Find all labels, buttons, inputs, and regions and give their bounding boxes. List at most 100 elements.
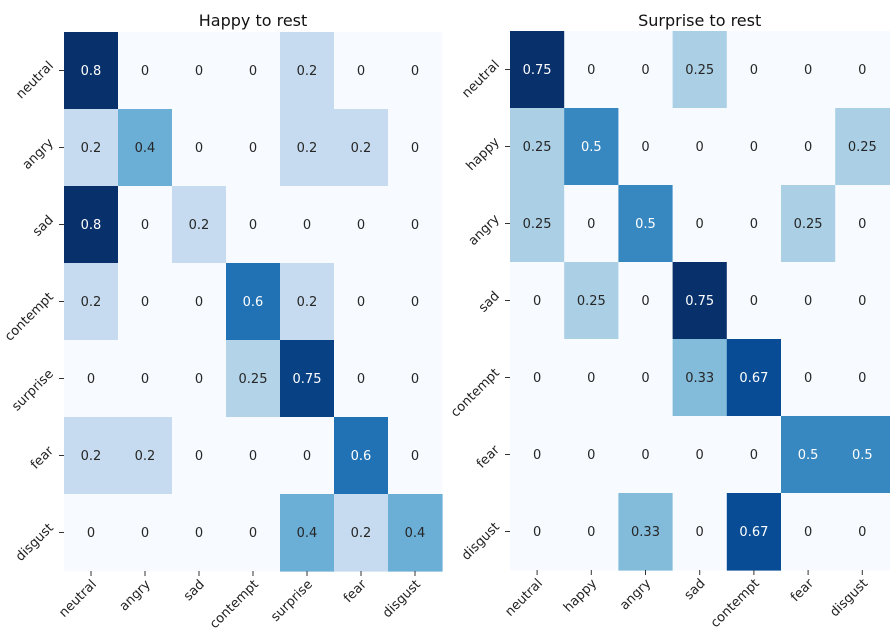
- cell-value-label: 0: [533, 448, 541, 463]
- cell-value-label: 0: [195, 449, 203, 464]
- cell-value-label: 0: [411, 64, 419, 79]
- cell-value-label: 0.2: [189, 218, 210, 233]
- heatmap-cell: [118, 263, 173, 341]
- cell-value-label: 0: [249, 64, 257, 79]
- cell-value-label: 0: [641, 371, 649, 386]
- heatmap-cell: [334, 417, 389, 495]
- cell-value-label: 0.2: [297, 141, 318, 156]
- y-tick-label: surprise: [9, 367, 57, 415]
- cell-value-label: 0: [141, 526, 149, 541]
- heatmap-cell: [618, 339, 674, 417]
- cell-value-label: 0: [804, 525, 812, 540]
- y-tick-label: fear: [28, 443, 57, 472]
- heatmap-cell: [280, 186, 335, 264]
- cell-value-label: 0: [587, 217, 595, 232]
- heatmap-cell: [226, 263, 281, 341]
- heatmap-cell: [118, 494, 173, 572]
- heatmap-cell: [618, 108, 674, 186]
- y-tick-label: sad: [30, 213, 57, 240]
- y-tick-label: contempt: [448, 366, 503, 421]
- heatmap-cell: [781, 108, 836, 186]
- cell-value-label: 0: [411, 218, 419, 233]
- cell-value-label: 0: [750, 63, 758, 78]
- cell-value-label: 0: [804, 371, 812, 386]
- cell-value-label: 0.25: [523, 217, 552, 232]
- cell-value-label: 0: [249, 218, 257, 233]
- heatmap-cell: [510, 185, 565, 263]
- heatmap-cell: [564, 416, 619, 494]
- cell-value-label: 0: [411, 295, 419, 310]
- heatmap-cell: [618, 185, 674, 263]
- cell-value-label: 0.5: [798, 448, 819, 463]
- y-tick-label: disgust: [459, 520, 503, 564]
- cell-value-label: 0: [195, 295, 203, 310]
- heatmap-1: Happy to rest 0.8 0 0 0 0.2 0 0 0.2 0.4 0 0 0.2 0.2 0 0…: [2, 11, 443, 632]
- heatmap-cell: [226, 109, 281, 187]
- y-tick-label: neutral: [13, 59, 56, 102]
- cell-value-label: 0: [357, 372, 365, 387]
- cell-value-label: 0: [696, 525, 704, 540]
- heatmap-cell: [510, 416, 565, 494]
- cell-value-label: 0.8: [81, 218, 102, 233]
- heatmap-cell: [835, 416, 890, 494]
- cell-value-label: 0: [696, 140, 704, 155]
- cell-value-label: 0: [750, 448, 758, 463]
- cell-value-label: 0: [858, 294, 866, 309]
- heatmap-cell: [726, 185, 782, 263]
- y-tick-label: angry: [20, 136, 57, 173]
- x-tick-label: neutral: [56, 577, 99, 620]
- heatmap-cell: [726, 493, 782, 571]
- heatmap-cell: [388, 340, 443, 418]
- cell-value-label: 0.75: [523, 63, 552, 78]
- cell-value-label: 0.2: [81, 449, 102, 464]
- heatmap-cell: [64, 32, 119, 110]
- heatmap-cell: [280, 340, 335, 418]
- cell-value-label: 0: [587, 448, 595, 463]
- cell-value-label: 0: [357, 64, 365, 79]
- y-tick-label: fear: [474, 442, 503, 471]
- heatmap-cell: [334, 186, 389, 264]
- x-tick-label: surprise: [268, 577, 316, 625]
- heatmap-cell: [726, 31, 782, 109]
- x-tick-label: sad: [682, 576, 709, 603]
- heatmap-cell: [781, 185, 836, 263]
- cell-value-label: 0: [195, 141, 203, 156]
- x-tick-label: angry: [117, 577, 154, 614]
- cell-value-label: 0: [696, 448, 704, 463]
- heatmap-cell: [388, 417, 443, 495]
- cell-value-label: 0: [858, 63, 866, 78]
- cell-value-label: 0: [249, 141, 257, 156]
- cell-value-label: 0.25: [685, 63, 714, 78]
- heatmap-cell: [118, 109, 173, 187]
- cell-value-label: 0.6: [243, 295, 264, 310]
- y-tick-label: happy: [464, 135, 503, 174]
- cell-value-label: 0: [533, 525, 541, 540]
- heatmap-cell: [781, 31, 836, 109]
- heatmap-cell: [388, 109, 443, 187]
- y-tick-label: neutral: [459, 58, 502, 101]
- heatmap-cell: [564, 185, 619, 263]
- cell-value-label: 0.25: [523, 140, 552, 155]
- heatmap-cell: [334, 109, 389, 187]
- heatmap-cell: [672, 262, 728, 340]
- cell-value-label: 0: [533, 294, 541, 309]
- heatmap-cell: [334, 263, 389, 341]
- heatmap-cell: [118, 186, 173, 264]
- cell-value-label: 0.33: [631, 525, 660, 540]
- cell-value-label: 0: [411, 449, 419, 464]
- heatmap-cell: [172, 109, 227, 187]
- cell-value-label: 0.25: [848, 140, 877, 155]
- heatmap-cell: [835, 262, 890, 340]
- heatmap-cell: [726, 416, 782, 494]
- cell-value-label: 0.2: [81, 295, 102, 310]
- heatmap-cell: [172, 263, 227, 341]
- heatmap-cell: [226, 417, 281, 495]
- heatmap-cell: [672, 339, 728, 417]
- x-tick-label: disgust: [827, 576, 871, 620]
- cell-value-label: 0.5: [635, 217, 656, 232]
- heatmap-cell: [672, 185, 728, 263]
- heatmap-cell: [781, 339, 836, 417]
- heatmap-cell: [781, 493, 836, 571]
- cell-value-label: 0: [641, 63, 649, 78]
- heatmap-cell: [564, 493, 619, 571]
